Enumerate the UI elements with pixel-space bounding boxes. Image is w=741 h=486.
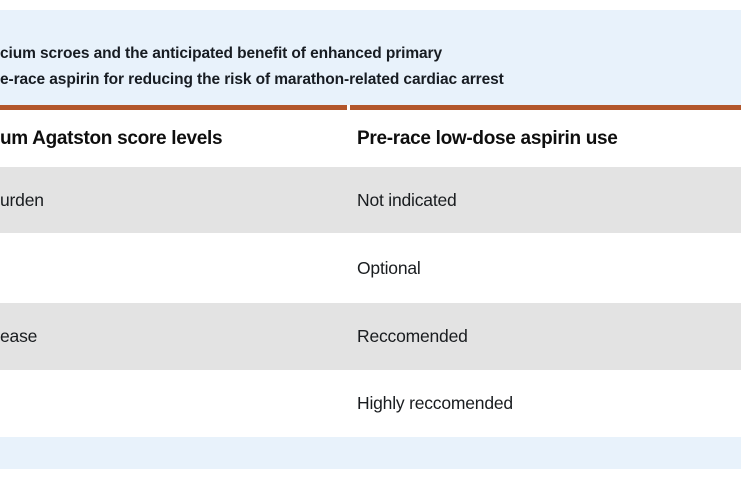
- table-caption-band: cium scroes and the anticipated benefit …: [0, 10, 741, 105]
- table-caption-line-1: cium scroes and the anticipated benefit …: [0, 45, 442, 62]
- aspirin-use-cell: Optional: [357, 257, 421, 278]
- table-row: ease Reccomended: [0, 303, 741, 370]
- aspirin-use-cell: Highly reccomended: [357, 393, 513, 413]
- bottom-margin: [0, 469, 741, 486]
- score-level-cell: urden: [0, 189, 44, 210]
- column-header-aspirin-use: Pre-race low-dose aspirin use: [357, 127, 618, 149]
- aspirin-use-cell: Reccomended: [357, 326, 468, 346]
- table-row: urden Not indicated: [0, 167, 741, 233]
- table-header-row: um Agatston score levels Pre-race low-do…: [0, 110, 741, 167]
- table-row: Highly reccomended: [0, 370, 741, 437]
- column-header-score-levels: um Agatston score levels: [0, 127, 223, 149]
- table-row: Optional: [0, 233, 741, 303]
- score-level-cell: ease: [0, 326, 38, 346]
- table-body: urden Not indicated Optional ease Reccom…: [0, 167, 741, 437]
- table-caption-line-2: e-race aspirin for reducing the risk of …: [0, 71, 504, 88]
- orange-rule-right-segment: [350, 105, 741, 110]
- bottom-band: [0, 437, 741, 469]
- top-margin: [0, 0, 741, 10]
- aspirin-use-cell: Not indicated: [357, 189, 457, 210]
- orange-rule-left-segment: [0, 105, 347, 110]
- orange-rule: [0, 105, 741, 110]
